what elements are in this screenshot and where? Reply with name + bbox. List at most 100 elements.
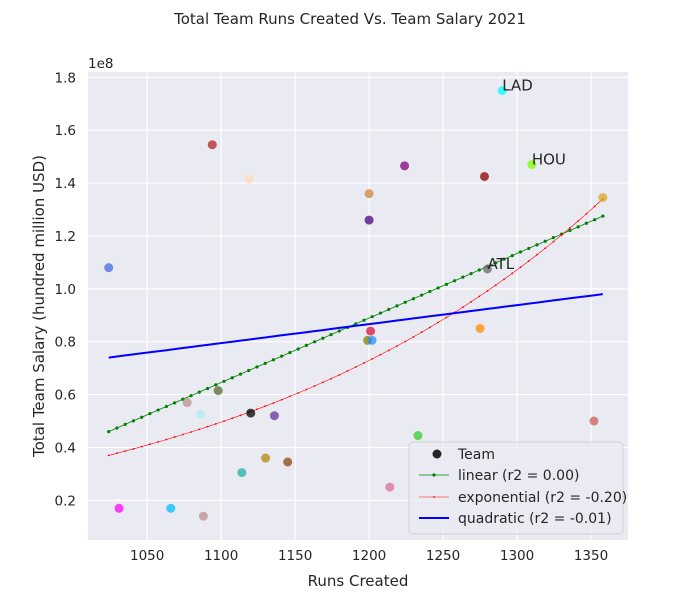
exponential-fit-marker	[280, 398, 283, 401]
team-point	[413, 431, 423, 441]
quadratic-fit-line	[108, 293, 603, 359]
y-tick-label: 0.2	[55, 493, 76, 509]
linear-fit-marker	[453, 279, 457, 283]
exponential-fit-marker	[264, 405, 267, 408]
exponential-fit-marker	[412, 335, 415, 338]
exponential-fit-marker	[503, 278, 505, 281]
exponential-fit-marker	[338, 373, 341, 376]
team-point	[283, 457, 293, 467]
x-tick-label: 1150	[278, 548, 312, 564]
legend-exponential-label: exponential (r2 = -0.20)	[458, 490, 627, 506]
exponential-fit-marker	[420, 331, 423, 334]
exponential-fit-marker	[297, 392, 300, 394]
y-tick-label: 1.4	[55, 176, 76, 192]
exponential-fit-marker	[585, 212, 588, 215]
linear-fit-marker	[156, 408, 160, 412]
linear-fit-marker	[551, 236, 556, 240]
y-tick-label: 0.4	[55, 440, 76, 456]
x-tick-label: 1100	[204, 548, 238, 564]
exponential-fit-marker	[569, 227, 571, 229]
exponential-fit-marker	[198, 428, 201, 431]
linear-fit-marker	[568, 228, 572, 233]
y-tick-label: 1.8	[55, 70, 76, 86]
exponential-fit-marker	[231, 417, 234, 420]
exponential-fit-marker	[116, 452, 118, 455]
legend-exponential-marker	[433, 496, 435, 498]
x-tick-label: 1350	[574, 548, 608, 564]
linear-fit-marker	[403, 300, 407, 304]
exponential-fit-marker	[354, 366, 357, 368]
exponential-fit-marker	[148, 443, 151, 446]
team-point	[207, 140, 217, 150]
linear-fit-marker	[131, 419, 136, 423]
linear-fit-marker	[230, 376, 234, 380]
exponential-fit-marker	[214, 423, 217, 425]
exponential-fit-marker	[494, 284, 497, 287]
team-point	[244, 174, 254, 184]
linear-fit-marker	[296, 347, 300, 351]
linear-fit-marker	[329, 333, 333, 337]
team-point	[475, 323, 485, 333]
exponential-fit-marker	[206, 425, 209, 428]
exponential-fit-marker	[470, 300, 472, 303]
x-tick-label: 1200	[352, 548, 386, 564]
linear-fit-marker	[469, 271, 473, 276]
exponential-fit-marker	[445, 316, 448, 319]
linear-fit-marker	[370, 315, 374, 319]
y-tick-label: 0.8	[55, 335, 76, 351]
linear-fit-marker	[107, 429, 111, 434]
team-point	[479, 171, 489, 181]
linear-fit-marker	[411, 297, 416, 301]
exponential-fit-marker	[272, 402, 275, 404]
y-tick-label: 0.6	[55, 388, 76, 404]
exponential-fit-marker	[404, 340, 407, 343]
exponential-fit-marker	[577, 220, 580, 222]
team-point	[367, 335, 377, 345]
team-point	[364, 189, 374, 199]
linear-fit-marker	[362, 318, 366, 322]
linear-fit-marker	[354, 322, 358, 326]
team-point	[385, 482, 395, 492]
y-tick-label: 1.0	[55, 282, 76, 298]
team-point	[400, 161, 410, 171]
linear-fit-marker	[436, 286, 440, 290]
linear-fit-marker	[115, 426, 119, 430]
team-point	[104, 263, 114, 273]
x-axis-label: Runs Created	[308, 572, 409, 590]
linear-fit-marker	[502, 257, 506, 261]
team-annotation: LAD	[502, 77, 533, 95]
linear-fit-marker	[535, 243, 539, 247]
linear-fit-marker	[238, 372, 243, 376]
exponential-fit-marker	[511, 272, 514, 275]
exponential-fit-marker	[173, 436, 176, 438]
team-point	[598, 193, 608, 203]
tick-labels: 1050 1100 1150 1200 1250 1300 1350 0.2 0.4 0.6 0.8…	[55, 70, 609, 564]
linear-fit-marker	[510, 254, 514, 258]
linear-fit-marker	[477, 268, 481, 272]
exponential-fit-marker	[536, 253, 538, 256]
linear-fit-marker	[222, 379, 226, 383]
exponential-fit-marker	[379, 353, 382, 356]
linear-fit-marker	[189, 394, 193, 398]
y-axis-label: Total Team Salary (hundred million USD)	[30, 155, 48, 458]
linear-fit-marker	[263, 361, 267, 365]
linear-fit-marker	[164, 404, 168, 409]
exponential-fit-marker	[478, 295, 481, 298]
team-point	[166, 503, 176, 513]
linear-fit-marker	[428, 289, 432, 294]
exponential-fit-marker	[346, 370, 349, 372]
legend-linear-label: linear (r2 = 0.00)	[458, 468, 579, 484]
exponential-fit-marker	[429, 326, 431, 329]
legend-team-marker	[432, 449, 442, 459]
linear-fit-marker	[140, 415, 144, 419]
exponential-fit-marker	[437, 321, 440, 324]
y-tick-label: 1.6	[55, 123, 76, 139]
linear-fit-marker	[205, 386, 210, 391]
linear-fit-marker	[378, 311, 383, 315]
exponential-fit-marker	[288, 395, 291, 398]
linear-fit-marker	[337, 329, 341, 333]
linear-fit-marker	[321, 336, 325, 340]
linear-fit-marker	[461, 275, 465, 279]
linear-fit-marker	[255, 365, 259, 369]
y-tick-label: 1.2	[55, 229, 76, 245]
